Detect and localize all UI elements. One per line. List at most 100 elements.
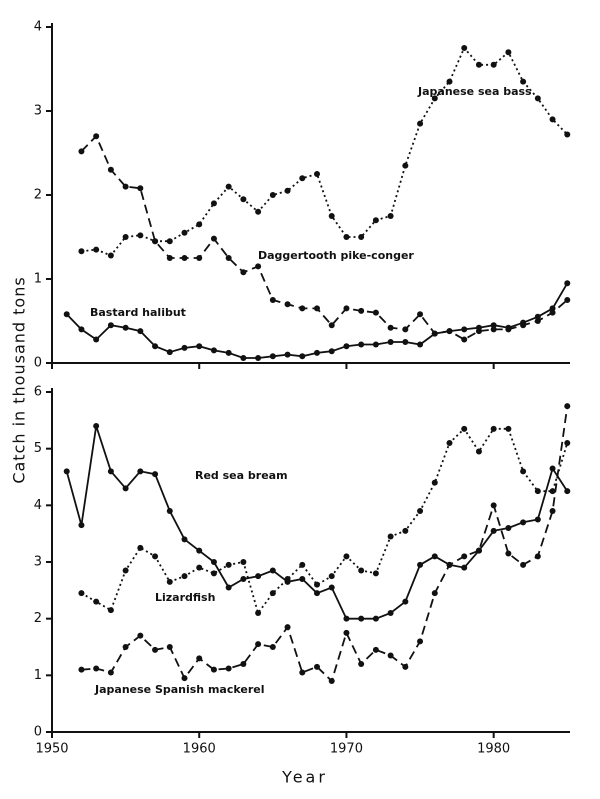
data-point [240,559,247,565]
data-point [122,234,129,240]
y-tick-label: 2 [34,611,42,626]
data-point [181,344,188,351]
data-point [475,61,482,68]
data-point [196,221,203,228]
data-point [269,590,276,597]
data-point [152,471,159,478]
x-axis-label: Year [281,768,328,787]
data-point [534,488,541,495]
data-point [225,665,232,672]
data-point [490,326,497,333]
series-label: Japanese Spanish mackerel [94,683,265,696]
data-point [107,252,114,259]
data-point [387,324,394,331]
data-point [255,573,262,580]
x-tick-label: 1980 [477,742,510,757]
data-point [240,354,247,361]
data-point [372,309,379,316]
y-tick-label: 3 [34,555,42,570]
data-point [240,576,247,582]
data-point [269,297,276,303]
data-point [166,508,173,514]
data-point [269,567,276,574]
data-point [475,448,482,455]
data-point [225,584,232,591]
data-point [196,343,203,350]
x-tick-label: 1950 [35,742,68,757]
y-tick-label: 3 [34,104,42,119]
data-point [328,678,335,684]
data-point [402,598,409,605]
data-point [461,326,468,333]
data-point [240,661,247,667]
data-point [166,578,173,585]
data-point [549,116,556,123]
data-point [181,255,188,261]
data-point [431,479,438,486]
data-point [152,646,159,653]
series-line [80,427,569,615]
data-point [210,200,217,207]
data-point [225,349,232,356]
data-point [255,610,262,616]
data-point [299,353,306,360]
data-point [461,553,468,560]
data-point [152,553,159,560]
data-point [446,78,453,85]
data-point [299,576,306,582]
data-point [314,171,320,177]
data-point [358,661,365,667]
series-line [81,46,568,257]
data-point [284,187,291,194]
data-point [417,561,424,568]
data-point [534,313,541,320]
data-point [122,324,129,331]
data-point [343,553,350,560]
data-point [210,570,217,577]
y-tick-label: 0 [34,356,42,371]
data-point [372,570,379,577]
data-point [137,185,144,192]
data-point [490,527,497,534]
data-point [387,339,394,345]
data-point [475,324,482,331]
data-point [269,644,276,650]
data-point [564,488,571,495]
series-line [81,406,569,683]
data-point [166,238,173,245]
data-point [210,235,217,242]
data-point [402,339,409,345]
data-point [137,328,144,335]
data-point [78,666,85,673]
data-point [343,615,350,622]
series-line [80,134,568,341]
data-point [225,561,232,568]
y-tick-label: 4 [34,20,42,35]
data-point [520,78,527,85]
data-point [534,553,541,560]
data-point [93,423,100,429]
data-point [225,183,232,190]
data-point [520,519,527,526]
data-point [299,305,306,312]
data-point [137,632,144,639]
data-point [63,468,70,475]
data-point [107,669,114,676]
data-point [387,652,394,659]
data-point [387,610,394,616]
data-point [372,341,379,348]
data-point [152,343,159,350]
data-point [505,525,512,531]
data-point [78,590,85,597]
series-label: Bastard halibut [90,306,186,319]
data-point [269,192,276,198]
series-line [66,282,569,359]
data-point [490,502,497,509]
data-point [461,425,468,432]
data-point [299,175,306,182]
data-point [93,133,100,140]
data-point [93,665,100,672]
data-point [196,564,203,571]
data-point [328,584,335,591]
